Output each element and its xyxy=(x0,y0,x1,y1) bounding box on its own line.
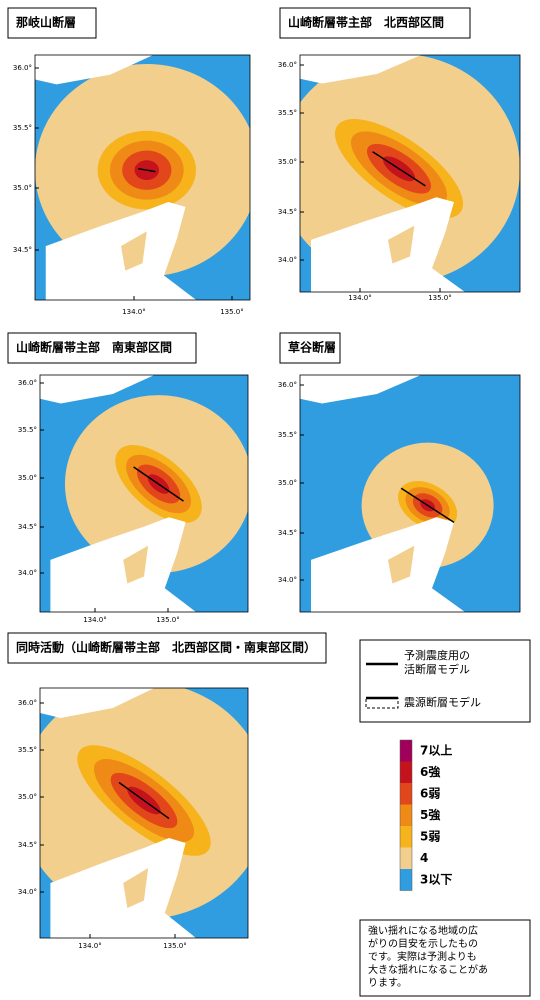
sea-of-japan xyxy=(35,55,154,85)
note-text: です。実際は予測よりも xyxy=(368,950,477,963)
lat-label: 35.0° xyxy=(18,474,37,482)
lon-label: 134.0° xyxy=(83,616,107,624)
lat-label: 35.5° xyxy=(13,124,32,132)
inland-sea xyxy=(50,838,197,938)
map-frame xyxy=(39,687,249,939)
note-box xyxy=(359,919,531,997)
lat-label: 36.0° xyxy=(278,381,297,389)
lat-label: 35.0° xyxy=(13,184,32,192)
scale-label: 5弱 xyxy=(420,829,440,844)
map-frame xyxy=(34,54,251,301)
lat-label: 34.0° xyxy=(278,576,297,584)
note-text: がりの目安を示したもの xyxy=(368,937,478,950)
sea-of-japan xyxy=(40,688,155,718)
scale-swatch xyxy=(400,869,412,891)
title-box xyxy=(7,332,197,364)
scale-swatch xyxy=(400,847,412,869)
lat-label: 35.5° xyxy=(278,109,297,117)
lat-label: 34.5° xyxy=(18,841,37,849)
lat-label: 35.0° xyxy=(278,158,297,166)
lat-label: 34.5° xyxy=(18,523,37,531)
fault-line xyxy=(138,167,156,173)
panel-title: 同時活動（山崎断層帯主部 北西部区間・南東部区間） xyxy=(16,640,316,655)
scale-label: 5強 xyxy=(420,807,440,822)
island xyxy=(123,868,149,908)
fault-line xyxy=(400,487,455,524)
note-text: ります。 xyxy=(368,977,407,989)
lat-label: 36.0° xyxy=(13,64,32,72)
scale-swatch xyxy=(400,740,412,762)
island xyxy=(121,231,147,271)
sea-of-japan xyxy=(300,55,421,84)
title-box xyxy=(279,7,471,39)
map-frame xyxy=(299,54,521,293)
lat-label: 36.0° xyxy=(18,379,37,387)
scale-label: 3以下 xyxy=(420,873,452,887)
note-text: 大きな揺れになることがあ xyxy=(368,963,488,976)
title-box xyxy=(279,332,341,364)
lat-label: 34.5° xyxy=(278,208,297,216)
scale-frame xyxy=(399,739,413,891)
panel-title: 草谷断層 xyxy=(288,340,336,355)
inland-sea xyxy=(311,197,465,292)
island xyxy=(388,545,415,584)
title-box xyxy=(7,632,327,664)
map-frame xyxy=(299,374,521,613)
lon-label: 135.0° xyxy=(220,308,244,316)
lon-label: 135.0° xyxy=(156,616,180,624)
lat-label: 34.5° xyxy=(13,246,32,254)
lat-label: 35.0° xyxy=(278,479,297,487)
legend-label: 予測震度用の xyxy=(404,648,470,662)
island xyxy=(388,225,415,264)
lon-label: 134.0° xyxy=(122,308,146,316)
inland-sea xyxy=(311,517,465,612)
panel-title: 那岐山断層 xyxy=(16,15,76,30)
scale-swatch xyxy=(400,761,412,783)
scale-label: 4 xyxy=(420,851,428,865)
lat-label: 36.0° xyxy=(278,61,297,69)
scale-swatch xyxy=(400,783,412,805)
legend-label: 活断層モデル xyxy=(404,662,470,676)
inland-sea xyxy=(45,202,197,300)
title-box xyxy=(7,7,97,39)
map xyxy=(35,55,250,300)
scale-swatch xyxy=(400,826,412,848)
fault-line xyxy=(133,466,184,502)
map-frame xyxy=(39,374,249,613)
lon-label: 134.0° xyxy=(348,294,372,302)
fault-line xyxy=(118,781,170,820)
lat-label: 35.0° xyxy=(18,793,37,801)
map xyxy=(40,375,248,612)
scale-label: 6強 xyxy=(420,764,440,779)
lon-label: 135.0° xyxy=(163,942,187,950)
note-text: 強い揺れになる地域の広 xyxy=(368,924,478,937)
lat-label: 35.5° xyxy=(18,426,37,434)
map xyxy=(40,688,248,938)
lat-label: 36.0° xyxy=(18,699,37,707)
lat-label: 34.0° xyxy=(18,888,37,896)
lon-label: 135.0° xyxy=(428,294,452,302)
map xyxy=(300,375,520,612)
fault-line xyxy=(372,151,426,187)
inland-sea xyxy=(50,517,197,612)
panel-title: 山崎断層帯主部 北西部区間 xyxy=(288,15,444,30)
map xyxy=(300,55,520,292)
sea-of-japan xyxy=(40,375,155,404)
island xyxy=(123,545,149,584)
scale-label: 7以上 xyxy=(420,743,452,758)
lat-label: 34.5° xyxy=(278,529,297,537)
panel-title: 山崎断層帯主部 南東部区間 xyxy=(16,340,172,355)
scale-swatch xyxy=(400,804,412,826)
sea-of-japan xyxy=(300,375,421,404)
lat-label: 35.5° xyxy=(18,746,37,754)
legend-label: 震源断層モデル xyxy=(404,695,481,709)
lat-label: 34.0° xyxy=(278,256,297,264)
scale-label: 6弱 xyxy=(420,786,440,801)
lat-label: 35.5° xyxy=(278,431,297,439)
lon-label: 134.0° xyxy=(78,942,102,950)
lat-label: 34.0° xyxy=(18,569,37,577)
